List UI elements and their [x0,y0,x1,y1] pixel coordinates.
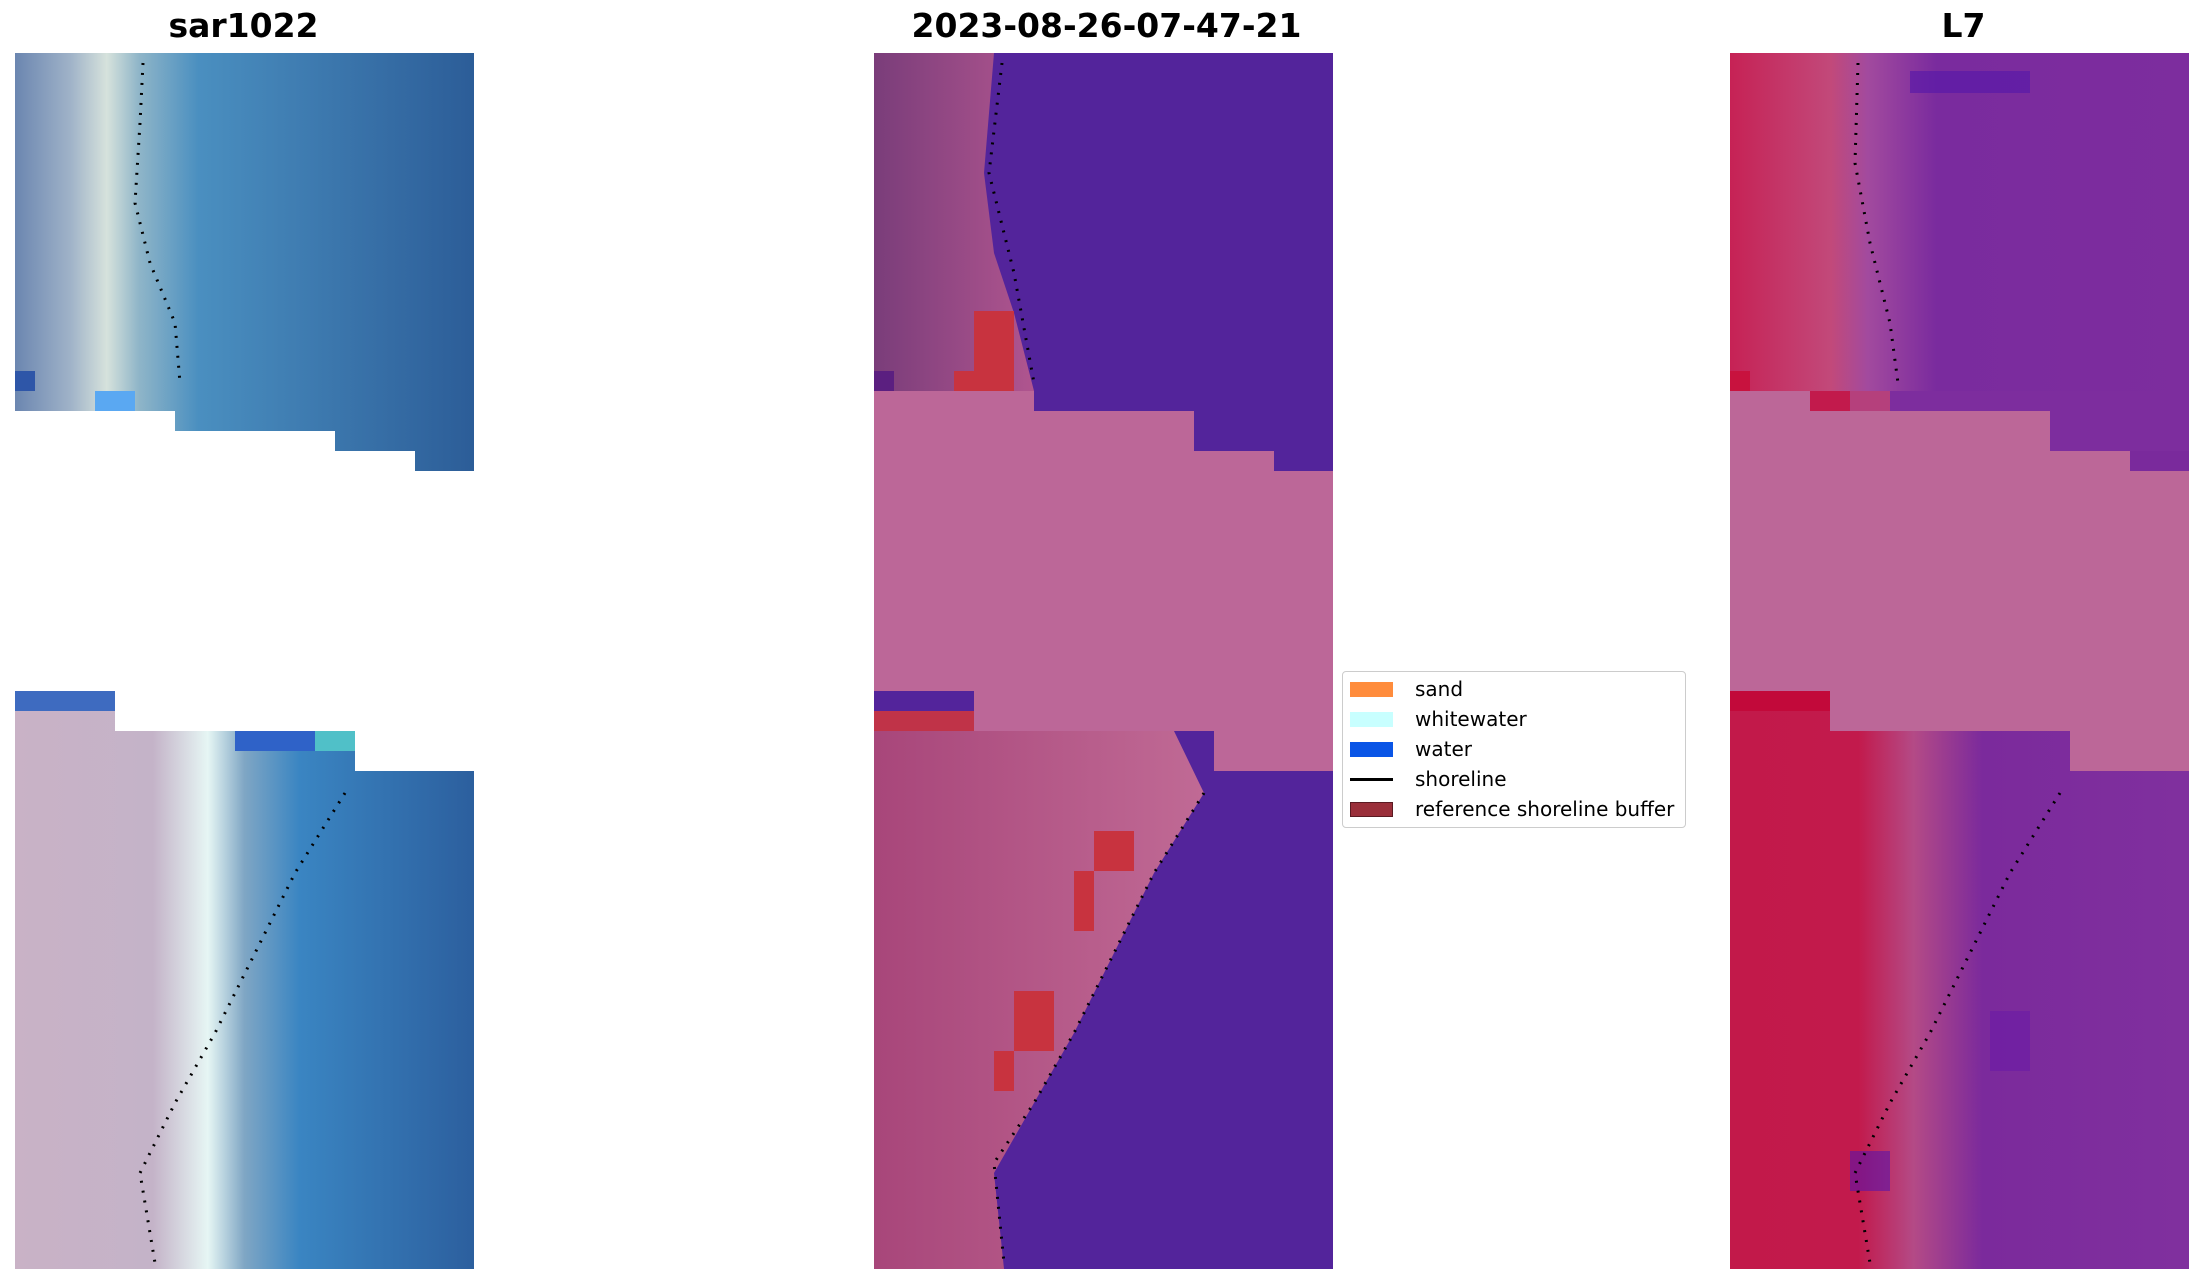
legend-label: water [1415,737,1472,761]
legend-item-water: water [1350,734,1472,764]
panel-title-rgb: sar1022 [168,6,319,45]
legend-label: reference shoreline buffer [1415,797,1675,821]
water-swatch [1350,741,1393,757]
index-image-panel [1730,53,2189,1269]
panel-title-classified: 2023-08-26-07-47-21 [911,6,1302,45]
index-image [1730,53,2189,1269]
legend-item-sand: sand [1350,674,1463,704]
legend-label: whitewater [1415,707,1527,731]
buffer-swatch [1350,801,1393,817]
legend-label: shoreline [1415,767,1507,791]
legend-item-whitewater: whitewater [1350,704,1527,734]
legend-label: sand [1415,677,1464,701]
rgb-image-panel [15,53,474,1269]
sand-swatch [1350,681,1393,697]
classified-image-panel [874,53,1333,1269]
classified-image [874,53,1333,1269]
panel-title-index: L7 [1941,6,1986,45]
legend: sand whitewater water shoreline referenc… [1342,671,1686,828]
rgb-image [15,53,474,1269]
legend-item-reference-buffer: reference shoreline buffer [1350,794,1674,824]
shoreline-line-icon [1350,777,1393,781]
whitewater-swatch [1350,711,1393,727]
legend-item-shoreline: shoreline [1350,764,1507,794]
